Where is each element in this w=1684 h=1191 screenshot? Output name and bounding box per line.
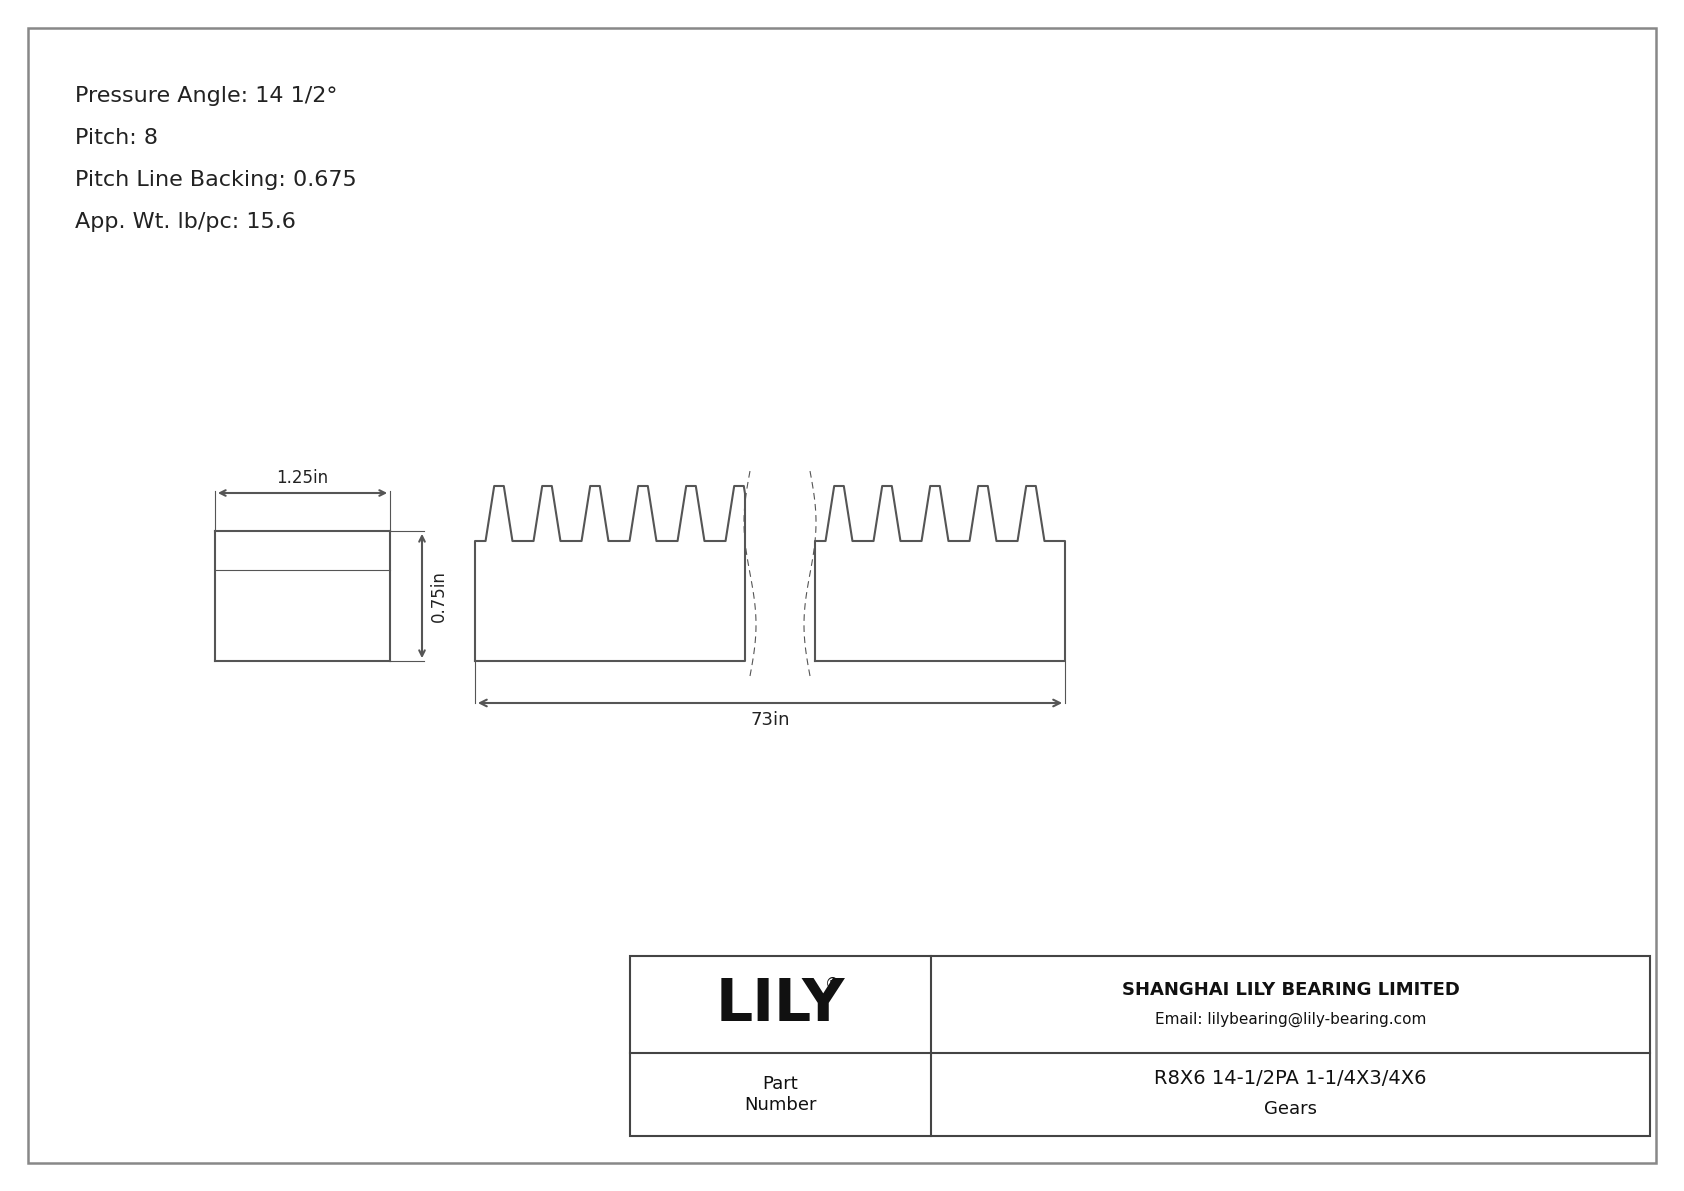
Text: App. Wt. lb/pc: 15.6: App. Wt. lb/pc: 15.6 bbox=[76, 212, 296, 232]
Text: 1.25in: 1.25in bbox=[276, 469, 328, 487]
Text: 73in: 73in bbox=[751, 711, 790, 729]
Text: LILY: LILY bbox=[716, 977, 845, 1033]
Text: ®: ® bbox=[825, 977, 840, 992]
Text: Email: lilybearing@lily-bearing.com: Email: lilybearing@lily-bearing.com bbox=[1155, 1012, 1426, 1027]
Text: Pitch Line Backing: 0.675: Pitch Line Backing: 0.675 bbox=[76, 170, 357, 191]
Text: Gears: Gears bbox=[1265, 1099, 1317, 1117]
Text: Pitch: 8: Pitch: 8 bbox=[76, 127, 158, 148]
Text: 0.75in: 0.75in bbox=[429, 570, 448, 622]
Text: Part
Number: Part Number bbox=[744, 1075, 817, 1114]
Bar bbox=[630, 956, 1650, 1136]
Text: SHANGHAI LILY BEARING LIMITED: SHANGHAI LILY BEARING LIMITED bbox=[1122, 980, 1460, 998]
Text: Pressure Angle: 14 1/2°: Pressure Angle: 14 1/2° bbox=[76, 86, 337, 106]
Text: R8X6 14-1/2PA 1-1/4X3/4X6: R8X6 14-1/2PA 1-1/4X3/4X6 bbox=[1154, 1070, 1426, 1089]
